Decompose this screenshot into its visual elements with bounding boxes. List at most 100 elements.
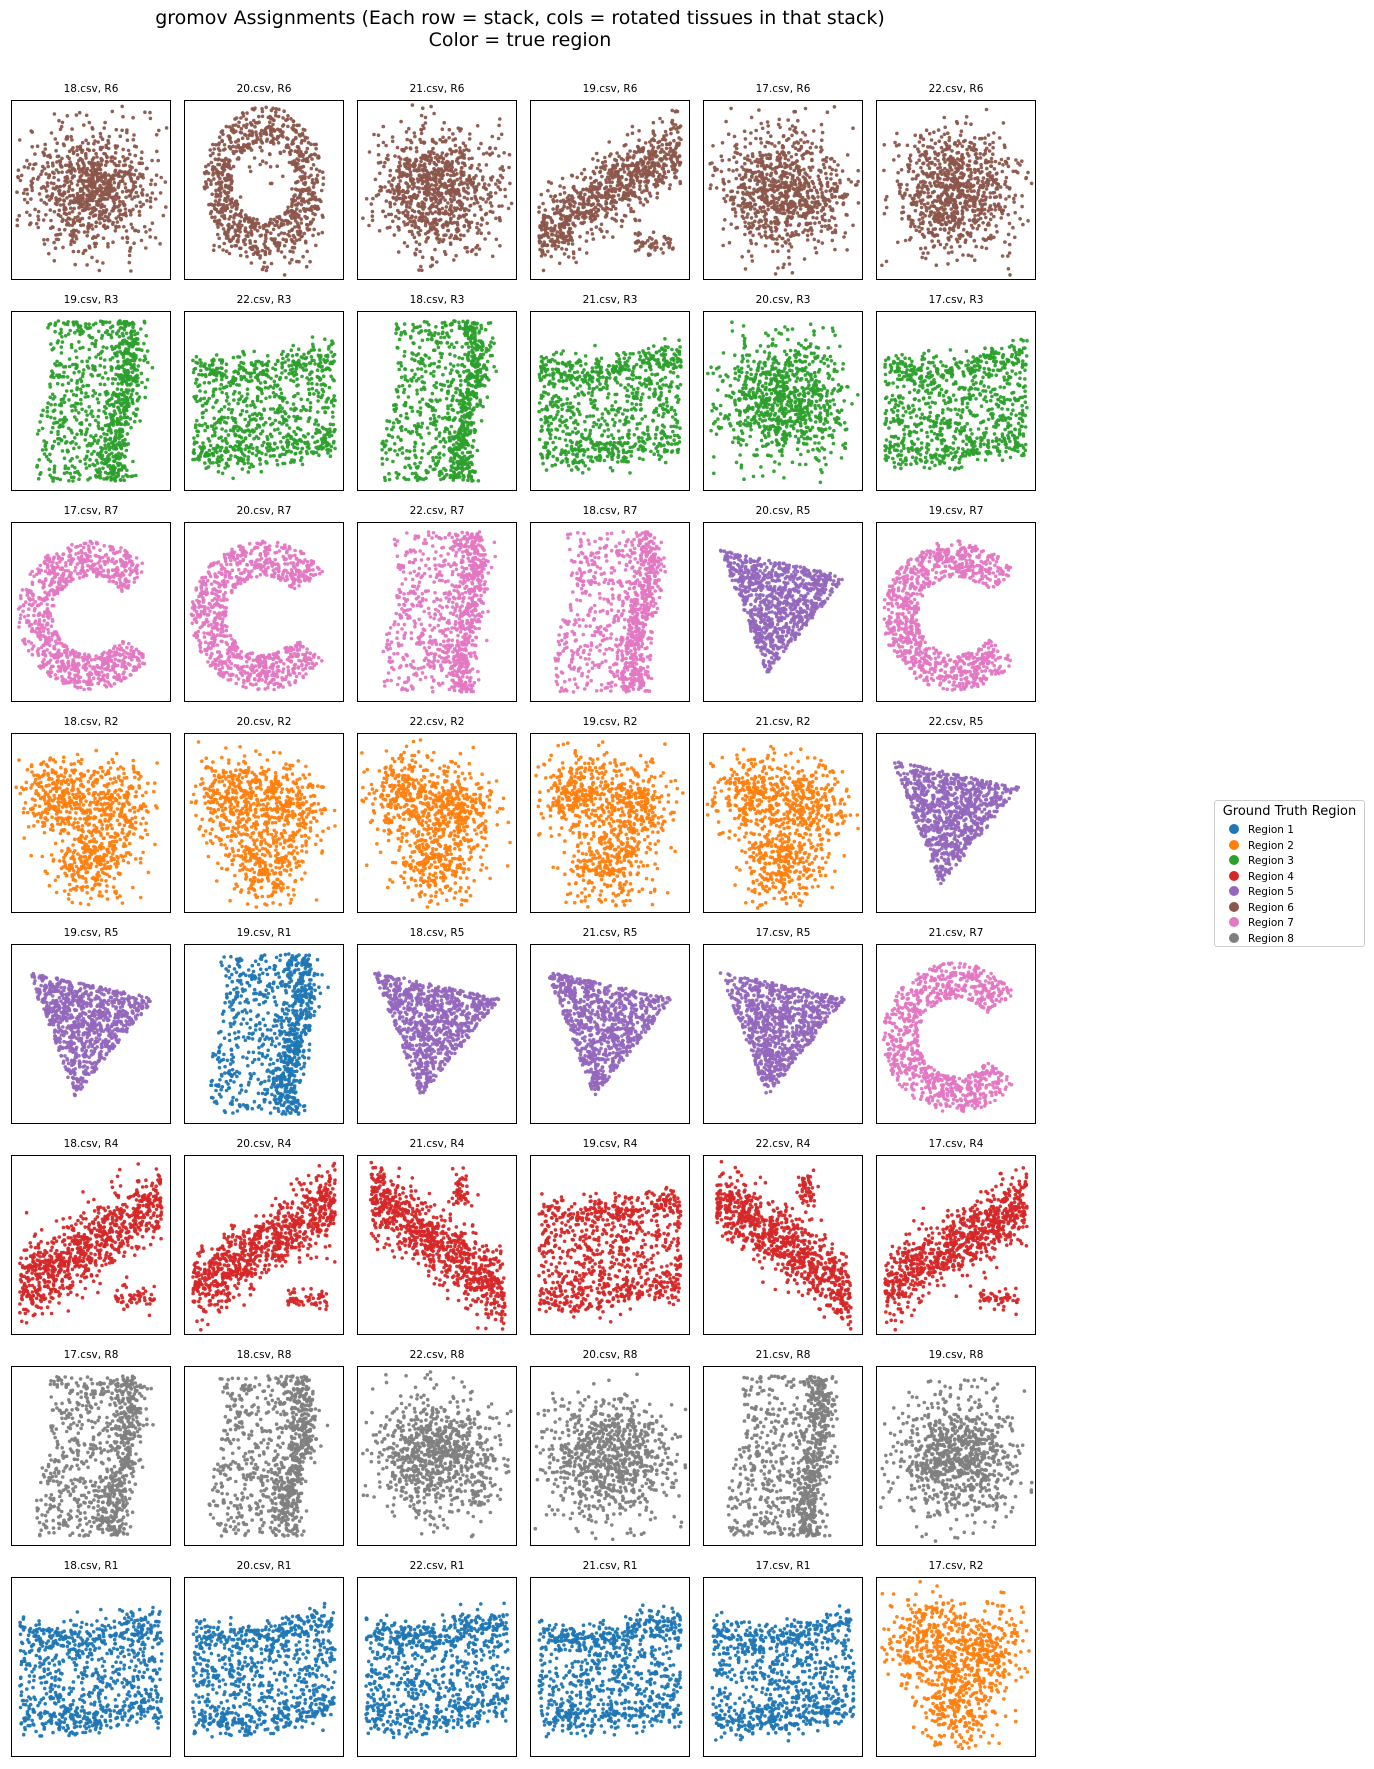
scatter-point: [213, 219, 217, 223]
scatter-point: [820, 138, 824, 142]
scatter-point: [263, 251, 268, 256]
scatter-point: [556, 244, 561, 249]
scatter-point: [90, 157, 95, 162]
scatter-point: [940, 222, 944, 227]
scatter-point: [441, 135, 445, 140]
scatter-point: [25, 200, 30, 205]
scatter-point: [905, 187, 909, 192]
scatter-point: [930, 239, 934, 243]
scatter-point: [230, 225, 234, 230]
scatter-point: [751, 192, 756, 196]
scatter-point: [423, 191, 427, 196]
scatter-point: [645, 199, 650, 204]
scatter-point: [71, 249, 76, 254]
scatter-point: [161, 213, 166, 218]
scatter-point: [915, 192, 919, 197]
scatter-point: [52, 171, 56, 176]
scatter-point: [229, 176, 233, 181]
scatter-point: [136, 194, 140, 199]
scatter-point: [611, 235, 615, 239]
scatter-point: [555, 199, 559, 203]
scatter-point: [899, 168, 904, 172]
scatter-point: [263, 239, 268, 243]
scatter-point: [590, 188, 594, 192]
scatter-point: [103, 120, 107, 125]
scatter-point: [634, 218, 638, 223]
scatter-point: [292, 216, 296, 220]
scatter-point: [212, 147, 216, 151]
scatter-point: [592, 179, 597, 184]
scatter-point: [220, 129, 225, 133]
scatter-point: [721, 243, 725, 248]
scatter-point: [401, 197, 405, 201]
scatter-point: [300, 234, 304, 239]
scatter-point: [72, 220, 77, 225]
scatter-point: [394, 214, 398, 219]
scatter-point: [940, 184, 945, 189]
scatter-point: [477, 182, 481, 186]
scatter-point: [603, 167, 607, 171]
scatter-point: [856, 168, 860, 173]
scatter-point: [453, 143, 458, 148]
scatter-point: [498, 117, 502, 121]
scatter-point: [740, 196, 745, 201]
scatter-point: [31, 167, 35, 171]
scatter-point: [626, 203, 631, 207]
scatter-point: [90, 127, 95, 131]
scatter-point: [286, 205, 290, 210]
scatter-point: [786, 137, 791, 141]
scatter-point: [104, 209, 108, 214]
scatter-point: [972, 136, 977, 140]
scatter-point: [292, 235, 297, 240]
scatter-point: [927, 131, 932, 136]
scatter-point: [211, 248, 216, 252]
scatter-point: [239, 146, 243, 150]
scatter-point: [785, 233, 789, 237]
scatter-point: [778, 125, 782, 130]
scatter-point: [828, 205, 832, 209]
scatter-point: [289, 204, 294, 209]
scatter-point: [84, 173, 89, 177]
panel-title: 20.csv, R6: [184, 83, 344, 95]
scatter-point: [223, 185, 228, 189]
scatter-point: [939, 145, 944, 150]
scatter-point: [637, 129, 641, 133]
scatter-point: [63, 227, 67, 232]
scatter-point: [86, 141, 91, 146]
scatter-point: [596, 207, 600, 212]
scatter-point: [412, 235, 417, 240]
scatter-point: [582, 167, 587, 172]
scatter-point: [467, 157, 471, 161]
scatter-point: [245, 122, 249, 127]
scatter-point: [231, 164, 236, 169]
scatter-point: [452, 258, 456, 262]
scatter-point: [48, 155, 53, 160]
scatter-point: [833, 194, 837, 199]
scatter-point: [809, 232, 814, 236]
scatter-point: [773, 221, 777, 225]
scatter-point: [149, 182, 153, 187]
scatter-point: [599, 229, 604, 233]
scatter-point: [117, 163, 121, 168]
scatter-point: [591, 193, 595, 197]
scatter-point: [543, 253, 547, 257]
scatter-point: [781, 265, 785, 270]
scatter-point: [655, 195, 659, 200]
scatter-point: [578, 212, 582, 216]
scatter-point: [734, 176, 738, 181]
scatter-point: [832, 159, 837, 164]
scatter-point: [251, 247, 255, 251]
scatter-point: [61, 217, 65, 222]
scatter-point: [655, 154, 659, 158]
scatter-point: [111, 220, 115, 225]
scatter-point: [541, 201, 545, 206]
scatter-point: [926, 187, 930, 192]
scatter-point: [474, 188, 479, 192]
scatter-point: [231, 144, 235, 149]
scatter-point: [787, 255, 791, 260]
scatter-point: [455, 157, 459, 161]
scatter-point: [989, 160, 994, 164]
scatter-point: [224, 124, 229, 129]
scatter-point: [621, 167, 625, 171]
scatter-point: [648, 235, 652, 240]
